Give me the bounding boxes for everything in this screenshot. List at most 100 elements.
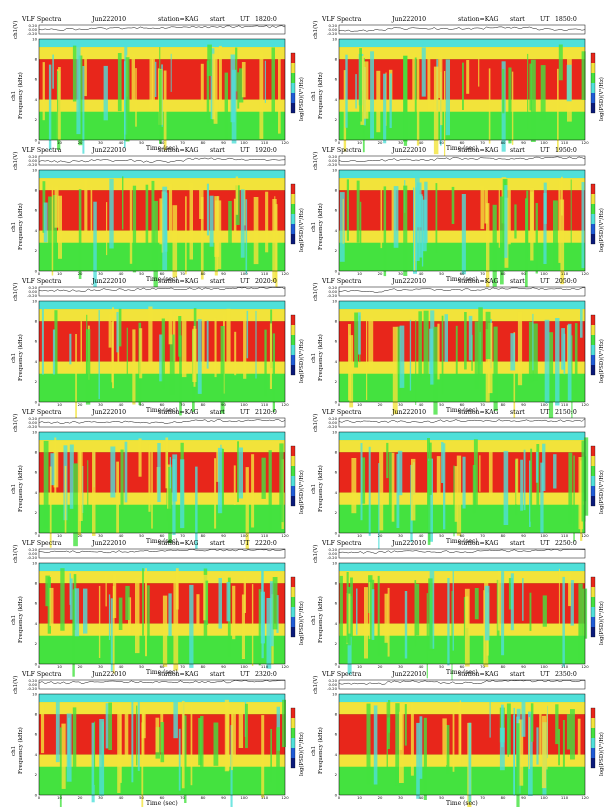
spectrogram-streak	[122, 176, 124, 230]
x-tick-label: 60	[160, 533, 165, 538]
y-tick-label: 4	[335, 621, 338, 626]
x-tick-label: 110	[261, 271, 269, 276]
colorbar-segment	[291, 63, 295, 73]
ch1-strip-frame	[338, 286, 586, 297]
x-tick-label: 110	[561, 795, 569, 800]
ch1-tick-label: 0.00	[29, 289, 38, 294]
spectrogram-streak	[235, 47, 238, 92]
title-ut: UT	[240, 16, 250, 23]
spectrogram-streak	[132, 329, 136, 405]
band-upper	[339, 309, 585, 322]
x-tick-label: 10	[57, 533, 62, 538]
spectrogram-streak	[200, 63, 204, 104]
spectrogram-panel-2: VLF Spectra Jun222010 station=KAG start UT 18…	[310, 12, 605, 160]
x-tick-label: 110	[561, 664, 569, 669]
title-date: Jun222010	[392, 409, 427, 416]
band-top	[339, 563, 585, 572]
ch1-trace-line	[38, 419, 286, 424]
spectrogram-streak	[377, 575, 380, 657]
spectrogram-panel-5: VLF Spectra Jun222010 station=KAG start UT 20…	[10, 274, 305, 425]
spectrogram-streak	[206, 320, 209, 369]
y-axis-label-1: ch1	[311, 221, 317, 232]
ch1-trace-line	[338, 549, 586, 554]
x-tick-label: 0	[38, 402, 41, 407]
y-tick-label: 8	[335, 319, 338, 324]
spectrogram-streak	[78, 189, 82, 279]
colorbar-segment	[591, 597, 595, 607]
y-tick-label: 0	[35, 137, 38, 142]
y-tick-label: 4	[35, 359, 38, 364]
x-tick-label: 80	[201, 664, 206, 669]
x-tick-label: 100	[540, 402, 548, 407]
ch1-axis-label: ch1(V)	[313, 282, 319, 301]
ch1-trace-line	[338, 418, 586, 423]
colorbar-label: log(PSD)(V²/Hz)	[299, 732, 305, 776]
x-tick-label: 30	[98, 271, 103, 276]
title-date: Jun222010	[392, 147, 427, 154]
colorbar-segment	[291, 577, 295, 587]
x-tick-label: 30	[398, 140, 403, 145]
spectrogram-streak	[437, 323, 440, 380]
spectrogram-streak	[510, 573, 514, 631]
spectrogram-streak	[356, 180, 360, 243]
spectrogram-streak	[142, 711, 145, 757]
colorbar-segment	[291, 73, 295, 83]
spectrogram-streak	[163, 70, 167, 151]
spectrogram-streak	[50, 453, 56, 486]
spectrogram-streak	[339, 575, 343, 654]
colorbar-segment	[291, 627, 295, 637]
spectrogram-panel-4: VLF Spectra Jun222010 station=KAG start UT 19…	[310, 143, 605, 291]
title-ut: UT	[540, 16, 550, 23]
spectrogram-streak	[415, 583, 420, 636]
x-tick-label: 50	[439, 140, 444, 145]
spectrogram-streak	[151, 180, 155, 269]
spectrogram-streak	[230, 54, 235, 123]
spectrogram-streak	[245, 199, 248, 275]
colorbar-segment	[591, 627, 595, 637]
spectrogram-streak	[119, 703, 122, 783]
spectrogram-streak	[155, 717, 160, 753]
ch1-strip-frame	[38, 155, 286, 166]
title-start-ut: 2350:0	[555, 671, 577, 678]
colorbar-frame	[590, 576, 596, 638]
spectrogram-streak	[124, 713, 129, 762]
spectrogram-streak	[169, 457, 171, 489]
ch1-tick-label: 0.20	[29, 547, 38, 552]
spectrogram-streak	[464, 588, 470, 667]
spectrogram-streak	[52, 195, 57, 268]
spectrogram-streak	[433, 326, 438, 415]
title-date: Jun222010	[92, 278, 127, 285]
spectrogram-panel-10: VLF Spectra Jun222010 station=KAG start UT 22…	[310, 536, 605, 682]
spectrogram-streak	[404, 704, 407, 746]
x-tick-label: 70	[480, 402, 485, 407]
spectrogram-streak	[508, 67, 512, 144]
spectrogram-streak	[54, 310, 58, 374]
spectrogram-svg: 0.200.00-0.200 10 20 30 40 50 60 70 80 90 100 110 12…	[327, 285, 596, 423]
colorbar-segment	[291, 486, 295, 496]
spectrogram-streak	[527, 53, 529, 130]
spectrogram-streak	[499, 727, 505, 771]
title-date: Jun222010	[92, 409, 127, 416]
colorbar-segment	[291, 194, 295, 204]
title-station: station=KAG	[158, 278, 199, 285]
spectrogram-streak	[411, 458, 416, 521]
spectrogram-streak	[354, 312, 358, 368]
spectrogram-streak	[157, 68, 160, 102]
title-start-ut: 1950:0	[555, 147, 577, 154]
x-tick-label: 0	[338, 664, 341, 669]
spectrogram-streak	[159, 47, 161, 90]
ch1-tick-label: 0.00	[329, 27, 338, 32]
title-start: start	[510, 671, 525, 678]
spectrogram-streak	[539, 707, 542, 758]
spectrogram-streak	[162, 186, 168, 271]
colorbar-frame	[590, 445, 596, 507]
ch1-tick-label: 0.20	[29, 154, 38, 159]
spectrogram-streak	[272, 577, 278, 630]
y-tick-label: 8	[335, 581, 338, 586]
y-tick-label: 10	[332, 691, 337, 696]
spectrogram-streak	[106, 202, 108, 256]
ch1-trace-line	[38, 287, 286, 292]
y-tick-label: 8	[35, 319, 38, 324]
spectrogram-streak	[387, 587, 390, 657]
spectrogram-streak	[213, 722, 219, 766]
